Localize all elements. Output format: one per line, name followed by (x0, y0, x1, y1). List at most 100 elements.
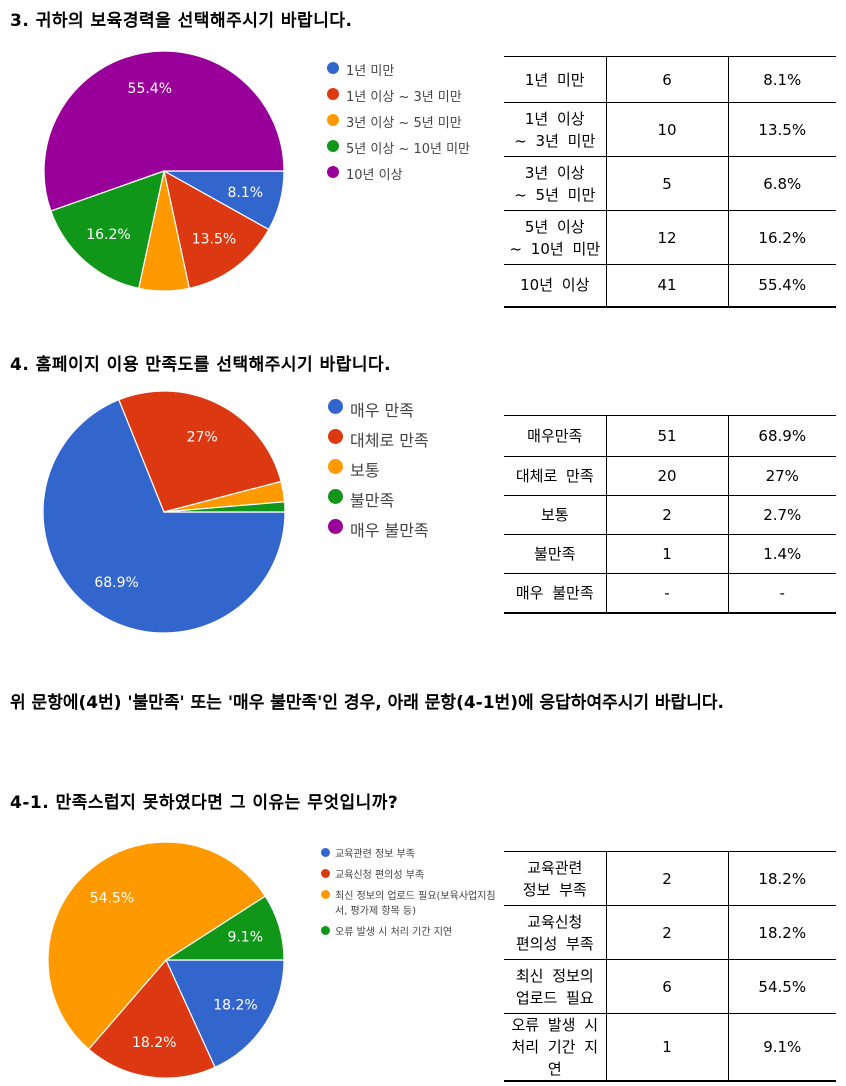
legend-item: 3년 이상 ~ 5년 미만 (327, 112, 470, 131)
row-label: 1년 미만 (504, 56, 606, 103)
legend-item: 10년 이상 (327, 164, 470, 183)
pie-slice (138, 170, 190, 292)
pie-data-label: 8.1% (228, 185, 264, 201)
legend-color-marker (328, 399, 343, 414)
row-percent: 9.1% (727, 1013, 836, 1082)
legend-item: 5년 이상 ~ 10년 미만 (327, 138, 470, 157)
row-count: 6 (605, 56, 728, 103)
legend-item: 오류 발생 시 처리 기간 지연 (321, 925, 496, 940)
table-row: 10년 이상 41 55.4% (504, 264, 836, 308)
row-count: 2 (605, 495, 728, 535)
row-percent: - (727, 573, 836, 614)
row-count: 2 (605, 851, 728, 906)
table-row: 5년 이상 ~ 10년 미만 12 16.2% (504, 210, 836, 265)
legend-item: 불만족 (328, 487, 429, 511)
row-label: 10년 이상 (504, 264, 606, 308)
pie-data-label: 68.9% (94, 575, 138, 591)
pie-data-label: 55.4% (128, 81, 172, 97)
row-label: 불만족 (504, 534, 606, 574)
pie-slice (163, 895, 285, 961)
legend-label: 1년 미만 (346, 64, 395, 79)
row-label: 1년 이상 ~ 3년 미만 (504, 102, 606, 157)
table-row: 대체로 만족 20 27% (504, 456, 836, 496)
pie-slice (43, 50, 285, 212)
pie-slice (118, 390, 282, 513)
row-label: 교육관련 정보 부족 (504, 851, 606, 906)
pie-data-label: 9.1% (227, 930, 263, 946)
row-count: 2 (605, 905, 728, 960)
legend-label: 매우 만족 (350, 401, 414, 420)
row-label: 보통 (504, 495, 606, 535)
row-count: 51 (605, 415, 728, 457)
legend-item: 1년 이상 ~ 3년 미만 (327, 86, 470, 105)
row-label: 대체로 만족 (504, 456, 606, 496)
row-count: 20 (605, 456, 728, 496)
table-career: 1년 미만 6 8.1% 1년 이상 ~ 3년 미만 10 13.5% 3년 이상 ~ 5년… (504, 56, 836, 308)
row-count: 12 (605, 210, 728, 265)
legend-item: 보통 (328, 457, 429, 481)
row-label: 매우만족 (504, 415, 606, 457)
table-row: 1년 이상 ~ 3년 미만 10 13.5% (504, 102, 836, 157)
row-label: 5년 이상 ~ 10년 미만 (504, 210, 606, 265)
table-row: 1년 미만 6 8.1% (504, 56, 836, 103)
table-row: 3년 이상 ~ 5년 미만 5 6.8% (504, 156, 836, 211)
legend-color-marker (327, 62, 339, 74)
legend-item: 교육관련 정보 부족 (321, 847, 496, 862)
legend-color-marker (321, 926, 330, 935)
row-percent: 27% (727, 456, 836, 496)
question-3-title: 3. 귀하의 보육경력을 선택해주시기 바랍니다. (10, 11, 353, 31)
legend-color-marker (327, 166, 339, 178)
legend-color-marker (327, 88, 339, 100)
legend-item: 교육신청 편의성 부족 (321, 868, 496, 883)
legend-label: 5년 이상 ~ 10년 미만 (346, 142, 470, 157)
row-percent: 54.5% (727, 959, 836, 1014)
table-row: 불만족 1 1.4% (504, 534, 836, 574)
table-reasons: 교육관련 정보 부족 2 18.2% 교육신청 편의성 부족 2 18.2% 최신 정보의 … (504, 851, 836, 1082)
pie-slice (50, 170, 165, 290)
pie-slice (163, 480, 286, 513)
table-row: 최신 정보의 업로드 필요 6 54.5% (504, 959, 836, 1014)
instruction-note: 위 문항에(4번) '불만족' 또는 '매우 불만족'인 경우, 아래 문항(4… (10, 693, 724, 713)
legend-label: 보통 (350, 461, 380, 480)
row-percent: 2.7% (727, 495, 836, 535)
legend-item: 최신 정보의 업로드 필요(보육사업지침 서, 평가제 항목 등) (321, 889, 496, 919)
legend-item: 대체로 만족 (328, 427, 429, 451)
row-count: 41 (605, 264, 728, 308)
table-row: 보통 2 2.7% (504, 495, 836, 535)
row-count: - (605, 573, 728, 614)
legend-color-marker (321, 848, 330, 857)
legend-color-marker (327, 140, 339, 152)
row-count: 1 (605, 534, 728, 574)
pie-slice (165, 959, 285, 1069)
legend-color-marker (328, 519, 343, 534)
pie-data-label: 27% (187, 429, 218, 445)
row-percent: 18.2% (727, 905, 836, 960)
legend-label: 10년 이상 (346, 168, 403, 183)
legend-item: 매우 불만족 (328, 517, 429, 541)
row-percent: 18.2% (727, 851, 836, 906)
question-4-title: 4. 홈페이지 이용 만족도를 선택해주시기 바랍니다. (10, 355, 392, 375)
legend-color-marker (321, 890, 330, 899)
pie-data-label: 18.2% (213, 998, 257, 1014)
table-satisfaction: 매우만족 51 68.9% 대체로 만족 20 27% 보통 2 2.7% 불만족 1 1.4% 매우 … (504, 415, 836, 614)
row-percent: 1.4% (727, 534, 836, 574)
legend-label: 불만족 (350, 491, 395, 510)
legend-label: 교육관련 정보 부족 (335, 849, 415, 860)
row-percent: 55.4% (727, 264, 836, 308)
legend-color-marker (328, 489, 343, 504)
pie-slice (42, 398, 286, 634)
legend-label: 최신 정보의 업로드 필요(보육사업지침 서, 평가제 항목 등) (335, 891, 496, 917)
row-percent: 8.1% (727, 56, 836, 103)
pie-data-label: 13.5% (192, 232, 236, 248)
row-percent: 16.2% (727, 210, 836, 265)
pie-data-label: 16.2% (86, 227, 130, 243)
legend-label: 1년 이상 ~ 3년 미만 (346, 90, 462, 105)
row-label: 매우 불만족 (504, 573, 606, 614)
row-label: 교육신청 편의성 부족 (504, 905, 606, 960)
legend-label: 대체로 만족 (350, 431, 429, 450)
table-row: 교육신청 편의성 부족 2 18.2% (504, 905, 836, 960)
legend-label: 3년 이상 ~ 5년 미만 (346, 116, 462, 131)
pie-slice (47, 841, 267, 1051)
